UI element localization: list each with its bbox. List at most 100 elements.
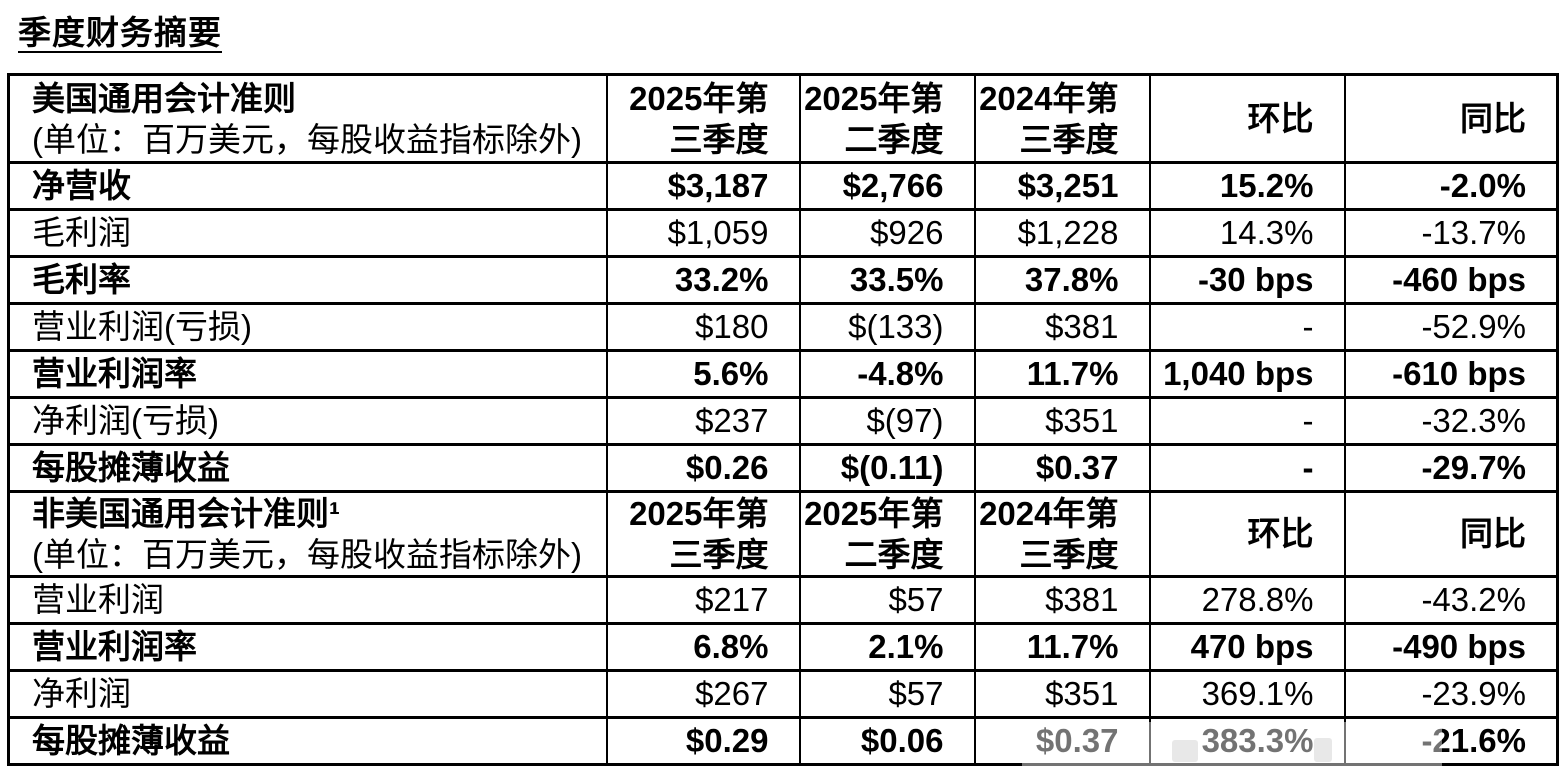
header-col-line: 三季度 [669,120,769,158]
cell-q3-2025: 6.8% [605,622,801,672]
cell-q2-2025: $(0.11) [798,443,976,493]
cell-q2-2025: $57 [798,575,976,625]
header-col-line: 二季度 [844,120,944,158]
cell-q2-2025: $57 [798,669,976,719]
row-operating-margin: 营业利润率 5.6% -4.8% 11.7% 1,040 bps -610 bp… [7,349,1559,399]
header-non-gaap-label-cell: 非美国通用会计准则¹ (单位：百万美元，每股收益指标除外) [7,490,608,578]
header-col-line: 三季度 [1019,120,1119,158]
cell-label: 营业利润率 [7,349,608,399]
row-net-revenue: 净营收 $3,187 $2,766 $3,251 15.2% -2.0% [7,161,1559,211]
cell-q3-2024: $351 [973,396,1151,446]
cell-yoy: -610 bps [1343,349,1559,399]
cell-qoq: 369.1% [1148,669,1346,719]
cell-q3-2024: 37.8% [973,255,1151,305]
cell-q2-2025: $(97) [798,396,976,446]
header-col-line: 2025年第 [804,79,944,117]
header-col-q3-2024: 2024年第 三季度 [973,73,1151,164]
cell-label: 每股摊薄收益 [7,716,608,766]
cell-q3-2025: 5.6% [605,349,801,399]
header-col-line: 2024年第 [979,495,1119,532]
header-col-line: 2024年第 [979,79,1119,117]
row-operating-income-loss: 营业利润(亏损) $180 $(133) $381 - -52.9% [7,302,1559,352]
cell-qoq: 1,040 bps [1148,349,1346,399]
header-col-qoq: 环比 [1148,73,1346,164]
row-gross-margin: 毛利率 33.2% 33.5% 37.8% -30 bps -460 bps [7,255,1559,305]
header-col-q2-2025: 2025年第 二季度 [798,490,976,578]
cell-q3-2024: $3,251 [973,161,1151,211]
cell-q2-2025: -4.8% [798,349,976,399]
row-net-income-loss: 净利润(亏损) $237 $(97) $351 - -32.3% [7,396,1559,446]
cell-q3-2024: $0.37 [973,443,1151,493]
cell-qoq: - [1148,302,1346,352]
header-col-q2-2025: 2025年第 二季度 [798,73,976,164]
cell-q3-2025: $267 [605,669,801,719]
cell-q2-2025: $0.06 [798,716,976,766]
cell-qoq: -30 bps [1148,255,1346,305]
header-col-line: 2025年第 [804,495,944,532]
cell-q3-2025: $3,187 [605,161,801,211]
cell-q2-2025: $(133) [798,302,976,352]
cell-q3-2024: $1,228 [973,208,1151,258]
cell-label: 毛利润 [7,208,608,258]
cell-yoy: -32.3% [1343,396,1559,446]
cell-q3-2024: 11.7% [973,622,1151,672]
cell-qoq: 278.8% [1148,575,1346,625]
header-col-line: 三季度 [1019,536,1119,573]
cell-qoq: 383.3% [1148,716,1346,766]
row-gross-profit: 毛利润 $1,059 $926 $1,228 14.3% -13.7% [7,208,1559,258]
table-header-non-gaap: 非美国通用会计准则¹ (单位：百万美元，每股收益指标除外) 2025年第 三季度… [7,490,1559,578]
header-gaap-subtitle: (单位：百万美元，每股收益指标除外) [32,120,582,158]
header-non-gaap-title: 非美国通用会计准则¹ [32,495,340,532]
header-col-line: 2025年第 [629,495,769,532]
cell-yoy: -52.9% [1343,302,1559,352]
cell-q2-2025: 33.5% [798,255,976,305]
cell-q3-2025: $0.29 [605,716,801,766]
header-col-q3-2024: 2024年第 三季度 [973,490,1151,578]
cell-yoy: -490 bps [1343,622,1559,672]
cell-label: 营业利润(亏损) [7,302,608,352]
row-non-gaap-operating-margin: 营业利润率 6.8% 2.1% 11.7% 470 bps -490 bps [7,622,1559,672]
cell-qoq: 15.2% [1148,161,1346,211]
cell-qoq: 470 bps [1148,622,1346,672]
cell-label: 净利润 [7,669,608,719]
cell-q3-2025: $237 [605,396,801,446]
page-title: 季度财务摘要 [18,14,222,51]
cell-label: 营业利润率 [7,622,608,672]
table-header-gaap: 美国通用会计准则 (单位：百万美元，每股收益指标除外) 2025年第 三季度 2… [7,73,1559,164]
financial-summary-table: 美国通用会计准则 (单位：百万美元，每股收益指标除外) 2025年第 三季度 2… [7,73,1559,766]
cell-q3-2025: $0.26 [605,443,801,493]
cell-label: 营业利润 [7,575,608,625]
header-col-line: 2025年第 [629,79,769,117]
cell-label: 毛利率 [7,255,608,305]
header-gaap-title: 美国通用会计准则 [32,79,296,117]
header-col-line: 二季度 [844,536,944,573]
cell-label: 每股摊薄收益 [7,443,608,493]
cell-yoy: -2.0% [1343,161,1559,211]
header-col-q3-2025: 2025年第 三季度 [605,73,801,164]
cell-label: 净营收 [7,161,608,211]
cell-yoy: -43.2% [1343,575,1559,625]
cell-yoy: -13.7% [1343,208,1559,258]
cell-qoq: 14.3% [1148,208,1346,258]
cell-q3-2025: $217 [605,575,801,625]
row-non-gaap-operating-income: 营业利润 $217 $57 $381 278.8% -43.2% [7,575,1559,625]
header-col-line: 三季度 [669,536,769,573]
row-non-gaap-net-income: 净利润 $267 $57 $351 369.1% -23.9% [7,669,1559,719]
cell-label: 净利润(亏损) [7,396,608,446]
cell-yoy: -29.7% [1343,443,1559,493]
cell-q3-2024: $381 [973,302,1151,352]
cell-q2-2025: 2.1% [798,622,976,672]
header-col-yoy: 同比 [1343,73,1559,164]
header-col-qoq: 环比 [1148,490,1346,578]
cell-q2-2025: $926 [798,208,976,258]
header-gaap-label-cell: 美国通用会计准则 (单位：百万美元，每股收益指标除外) [7,73,608,164]
cell-yoy: -23.9% [1343,669,1559,719]
row-non-gaap-diluted-eps: 每股摊薄收益 $0.29 $0.06 $0.37 383.3% -21.6% [7,716,1559,766]
cell-q3-2025: 33.2% [605,255,801,305]
cell-q3-2025: $1,059 [605,208,801,258]
cell-q3-2025: $180 [605,302,801,352]
cell-yoy: -21.6% [1343,716,1559,766]
cell-q2-2025: $2,766 [798,161,976,211]
cell-q3-2024: $0.37 [973,716,1151,766]
header-col-yoy: 同比 [1343,490,1559,578]
